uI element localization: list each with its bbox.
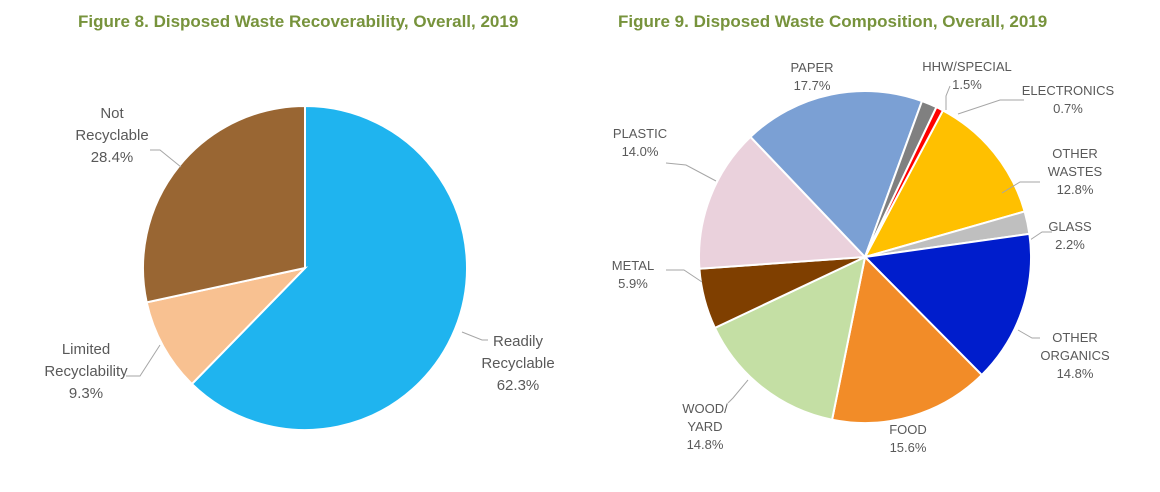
data-label-other-wastes: OTHER WASTES 12.8% bbox=[1048, 146, 1103, 197]
leader-line-other-wastes bbox=[1001, 181, 1040, 194]
pie-slice-plastic bbox=[698, 135, 868, 270]
figure-9-title: Figure 9. Disposed Waste Composition, Ov… bbox=[618, 12, 1048, 31]
pie-chart-recoverability: Readily Recyclable 62.3% Limited Recyclabili… bbox=[44, 104, 555, 431]
data-label-hhw-special: HHW/SPECIAL 1.5% bbox=[922, 59, 1012, 92]
data-label-electronics: ELECTRONICS 0.7% bbox=[1022, 83, 1115, 116]
pie-slice-other-organics bbox=[862, 232, 1032, 377]
data-label-metal: METAL 5.9% bbox=[612, 258, 654, 291]
pie-slice-limited-recyclability bbox=[145, 266, 309, 386]
leader-line-plastic bbox=[665, 162, 717, 182]
leader-line-readily-recyclable bbox=[461, 331, 488, 341]
data-label-food: FOOD 15.6% bbox=[889, 422, 927, 455]
leader-line-wood-yard bbox=[727, 379, 749, 404]
leader-line-glass bbox=[1029, 231, 1052, 241]
pie-slice-not-recyclable bbox=[142, 104, 306, 304]
data-label-readily-recyclable: Readily Recyclable 62.3% bbox=[481, 333, 554, 394]
data-label-not-recyclable: Not Recyclable 28.4% bbox=[75, 105, 148, 166]
data-label-glass: GLASS 2.2% bbox=[1048, 219, 1092, 252]
figure-8-title: Figure 8. Disposed Waste Recoverability,… bbox=[78, 12, 519, 31]
leader-line-other-organics bbox=[1017, 329, 1040, 339]
data-label-wood-yard: WOOD/YARD 14.8% bbox=[682, 401, 728, 452]
pie-slice-food bbox=[830, 254, 984, 424]
data-label-other-organics: OTHER ORGANICS 14.8% bbox=[1040, 330, 1110, 381]
data-label-plastic: PLASTIC 14.0% bbox=[613, 126, 667, 159]
data-label-paper: PAPER 17.7% bbox=[790, 60, 833, 93]
leader-line-hhw-special bbox=[945, 85, 951, 110]
pie-slice-readily-recyclable bbox=[190, 104, 469, 431]
pie-slice-electronics bbox=[864, 105, 945, 258]
leader-line-electronics bbox=[957, 99, 1024, 115]
leader-line-limited-recyclability bbox=[126, 344, 161, 377]
data-label-limited-recyclability: Limited Recyclability 9.3% bbox=[44, 341, 128, 402]
pie-slice-other-wastes bbox=[863, 109, 1026, 259]
leader-line-metal bbox=[666, 269, 703, 283]
leader-line-not-recyclable bbox=[150, 149, 182, 168]
pie-chart-composition: OTHER WASTES 12.8% GLASS 2.2% OTHER ORGANICS 14… bbox=[612, 59, 1115, 455]
pie-slice-wood-yard bbox=[713, 255, 867, 421]
